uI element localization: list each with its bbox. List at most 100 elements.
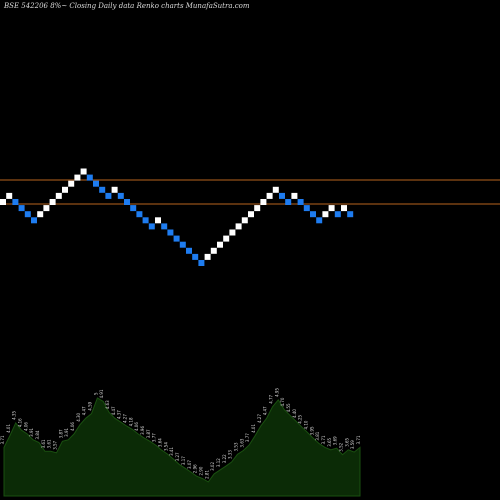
volume-label: 3.53 xyxy=(233,442,238,451)
volume-label: 3.61 xyxy=(47,439,52,448)
volume-area xyxy=(3,397,361,497)
renko-brick-down xyxy=(167,229,174,236)
volume-label: 3.87 xyxy=(146,429,151,438)
volume-label: 4.47 xyxy=(111,406,116,415)
renko-brick-up xyxy=(155,217,161,224)
renko-brick-down xyxy=(297,199,304,205)
volume-label: 3.02 xyxy=(210,462,215,471)
volume-label: 3.69 xyxy=(333,436,338,445)
volume-label: 3.27 xyxy=(175,452,180,461)
volume-label: 3.65 xyxy=(327,437,332,446)
volume-label: 3.81 xyxy=(315,431,320,440)
volume-label: 4.35 xyxy=(12,411,17,420)
volume-label: 2.81 xyxy=(204,470,209,479)
renko-brick-up xyxy=(62,186,68,193)
volume-label: 3.63 xyxy=(239,438,244,447)
renko-brick-down xyxy=(347,211,354,218)
volume-label: 4.70 xyxy=(280,397,285,406)
volume-label: 3.71 xyxy=(321,435,326,444)
volume-label: 3.54 xyxy=(163,442,168,451)
renko-brick-down xyxy=(93,180,99,187)
volume-label: 3.95 xyxy=(309,426,314,435)
volume-label: 4.47 xyxy=(82,406,87,415)
renko-brick-down xyxy=(124,199,130,205)
volume-label: 3.64 xyxy=(158,438,163,447)
renko-brick-up xyxy=(260,199,267,205)
volume-label: 4.27 xyxy=(257,414,262,423)
volume-label: 4.25 xyxy=(298,414,303,423)
renko-brick-up xyxy=(6,192,13,199)
renko-brick-down xyxy=(186,247,192,254)
volume-label: 3.87 xyxy=(58,429,63,438)
renko-brick-up xyxy=(248,211,254,218)
volume-label: 4.06 xyxy=(70,422,75,431)
renko-brick-up xyxy=(68,180,75,187)
volume-label: 2.90 xyxy=(198,466,203,475)
renko-brick-down xyxy=(136,211,143,218)
renko-brick-up xyxy=(241,217,248,224)
renko-brick-down xyxy=(279,192,285,199)
volume-label: 4.10 xyxy=(304,420,309,429)
volume-label: 3.96 xyxy=(140,426,145,435)
renko-brick-down xyxy=(334,211,341,218)
volume-label: 4.27 xyxy=(123,414,128,423)
volume-label: 4.59 xyxy=(88,401,93,410)
renko-brick-down xyxy=(18,205,25,212)
renko-brick-up xyxy=(217,241,223,248)
renko-brick-up xyxy=(254,205,261,212)
volume-label: 4.06 xyxy=(23,422,28,431)
volume-label: 2.96 xyxy=(193,464,198,473)
volume-label: 3.33 xyxy=(228,450,233,459)
chart-title: BSE 542206 8%~ Closing Daily data Renko … xyxy=(4,2,250,10)
renko-brick-down xyxy=(24,211,31,218)
volume-label: 3.91 xyxy=(29,427,34,436)
volume-label: 4.16 xyxy=(18,418,23,427)
volume-label: 3.71 xyxy=(0,435,5,444)
renko-brick-down xyxy=(316,217,323,224)
renko-brick-down xyxy=(99,186,106,193)
volume-label: 4.01 xyxy=(6,424,11,433)
renko-brick-up xyxy=(341,205,347,212)
renko-brick-up xyxy=(37,211,44,218)
volume-label: 4.37 xyxy=(117,410,122,419)
renko-brick-down xyxy=(31,217,37,224)
renko-brick-down xyxy=(12,199,19,205)
renko-brick-down xyxy=(148,223,155,230)
renko-brick-down xyxy=(303,205,310,212)
volume-label: 3.77 xyxy=(152,433,157,442)
renko-brick-up xyxy=(328,205,335,212)
volume-label: 3.07 xyxy=(187,460,192,469)
renko-brick-down xyxy=(198,260,205,266)
volume-label: 3.61 xyxy=(41,439,46,448)
renko-brick-down xyxy=(192,253,199,260)
renko-brick-down xyxy=(142,217,149,224)
renko-brick-up xyxy=(49,199,56,205)
renko-brick-down xyxy=(179,241,186,248)
volume-label: 4.55 xyxy=(286,403,291,412)
renko-brick-up xyxy=(266,192,273,199)
renko-brick-up xyxy=(322,211,329,218)
renko-brick-down xyxy=(105,192,112,199)
volume-label: 3.71 xyxy=(356,435,361,444)
volume-label: 4.40 xyxy=(292,409,297,418)
volume-label: 3.65 xyxy=(344,437,349,446)
renko-brick-up xyxy=(210,247,217,254)
volume-label: 5 xyxy=(93,392,98,395)
volume-label: 3.12 xyxy=(216,458,221,467)
renko-brick-up xyxy=(235,223,242,230)
renko-brick-down xyxy=(86,174,93,181)
volume-label: 4.01 xyxy=(251,424,256,433)
volume-label: 4.47 xyxy=(263,406,268,415)
renko-brick-down xyxy=(310,211,316,218)
renko-brick-up xyxy=(272,186,279,193)
volume-label: 3.52 xyxy=(339,442,344,451)
renko-brick-up xyxy=(43,205,50,212)
renko-brick-up xyxy=(111,186,118,193)
volume-label: 4.18 xyxy=(128,417,133,426)
volume-label: 4.06 xyxy=(134,422,139,431)
renko-brick-up xyxy=(204,253,211,260)
renko-brick-up xyxy=(55,192,62,199)
volume-label: 4.95 xyxy=(274,388,279,397)
renko-brick-down xyxy=(161,223,168,230)
